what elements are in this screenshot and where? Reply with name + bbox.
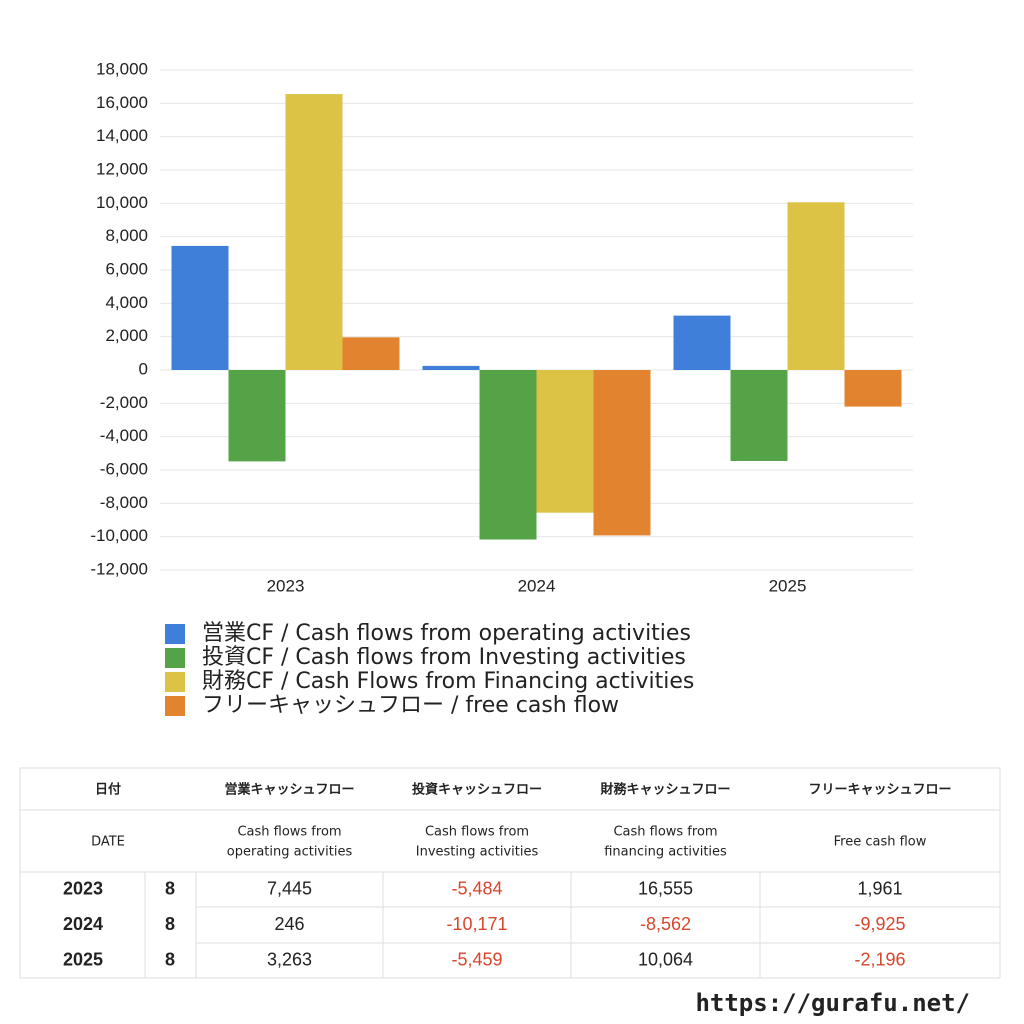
bar xyxy=(342,337,400,370)
bar xyxy=(673,315,731,370)
x-tick-label: 2024 xyxy=(518,576,556,595)
header-ja: 財務キャッシュフロー xyxy=(599,782,730,798)
bar xyxy=(285,94,343,370)
header-en: Cash flows from xyxy=(613,825,717,840)
bar xyxy=(844,370,902,407)
bar xyxy=(730,370,788,461)
y-tick-label: 16,000 xyxy=(96,93,148,112)
header-ja: 営業キャッシュフロー xyxy=(224,782,354,798)
bar xyxy=(171,245,229,370)
bar xyxy=(479,370,537,540)
bar xyxy=(228,370,286,462)
y-tick-label: -12,000 xyxy=(90,559,148,578)
header-ja: フリーキャッシュフロー xyxy=(808,783,951,798)
header-en: Free cash flow xyxy=(834,835,927,850)
cell-value: -9,925 xyxy=(854,914,905,934)
bar xyxy=(422,365,480,370)
y-tick-label: 0 xyxy=(139,359,148,378)
legend-swatch xyxy=(165,696,185,716)
header-en: Investing activities xyxy=(416,845,539,860)
cell-value: 246 xyxy=(274,914,304,934)
y-tick-label: -4,000 xyxy=(100,426,148,445)
x-tick-label: 2025 xyxy=(769,576,807,595)
y-tick-label: 14,000 xyxy=(96,126,148,145)
y-tick-label: 12,000 xyxy=(96,159,148,178)
y-tick-label: -6,000 xyxy=(100,459,148,478)
cell-value: 16,555 xyxy=(638,878,693,898)
row-year: 2024 xyxy=(63,914,103,934)
bar xyxy=(787,202,845,370)
y-tick-label: 6,000 xyxy=(105,259,148,278)
cell-value: 3,263 xyxy=(267,949,312,969)
y-tick-label: 2,000 xyxy=(105,326,148,345)
header-en: Cash flows from xyxy=(425,825,529,840)
row-month: 8 xyxy=(165,949,175,969)
cell-value: -5,459 xyxy=(451,949,502,969)
legend-label: 営業CF / Cash flows from operating activit… xyxy=(202,621,691,646)
y-tick-label: -10,000 xyxy=(90,526,148,545)
row-year: 2025 xyxy=(63,949,103,969)
cell-value: -8,562 xyxy=(640,914,691,934)
cell-value: -10,171 xyxy=(446,914,507,934)
bar xyxy=(593,370,651,536)
legend-swatch xyxy=(165,624,185,644)
row-month: 8 xyxy=(165,878,175,898)
row-year: 2023 xyxy=(63,878,103,898)
header-en: financing activities xyxy=(604,845,727,860)
site-url: https://gurafu.net/ xyxy=(695,989,970,1017)
cell-value: -2,196 xyxy=(854,949,905,969)
header-en: Cash flows from xyxy=(237,825,341,840)
cell-value: -5,484 xyxy=(451,878,502,898)
x-tick-label: 2023 xyxy=(267,576,305,595)
legend-swatch xyxy=(165,672,185,692)
row-month: 8 xyxy=(165,914,175,934)
legend-swatch xyxy=(165,648,185,668)
header-ja: 投資キャッシュフロー xyxy=(412,782,542,798)
y-tick-label: 18,000 xyxy=(96,59,148,78)
legend-label: フリーキャッシュフロー / free cash flow xyxy=(202,693,619,718)
y-tick-label: 4,000 xyxy=(105,293,148,312)
y-tick-label: 8,000 xyxy=(105,226,148,245)
y-tick-label: 10,000 xyxy=(96,193,148,212)
header-en: operating activities xyxy=(227,845,353,860)
cell-value: 10,064 xyxy=(638,949,693,969)
bar xyxy=(536,370,594,513)
header-en: DATE xyxy=(91,835,125,850)
legend-label: 投資CF / Cash flows from Investing activit… xyxy=(202,645,686,670)
legend-label: 財務CF / Cash Flows from Financing activit… xyxy=(202,669,694,694)
cell-value: 1,961 xyxy=(857,878,902,898)
y-tick-label: -2,000 xyxy=(100,393,148,412)
header-ja: 日付 xyxy=(95,782,121,798)
cell-value: 7,445 xyxy=(267,878,312,898)
y-tick-label: -8,000 xyxy=(100,493,148,512)
